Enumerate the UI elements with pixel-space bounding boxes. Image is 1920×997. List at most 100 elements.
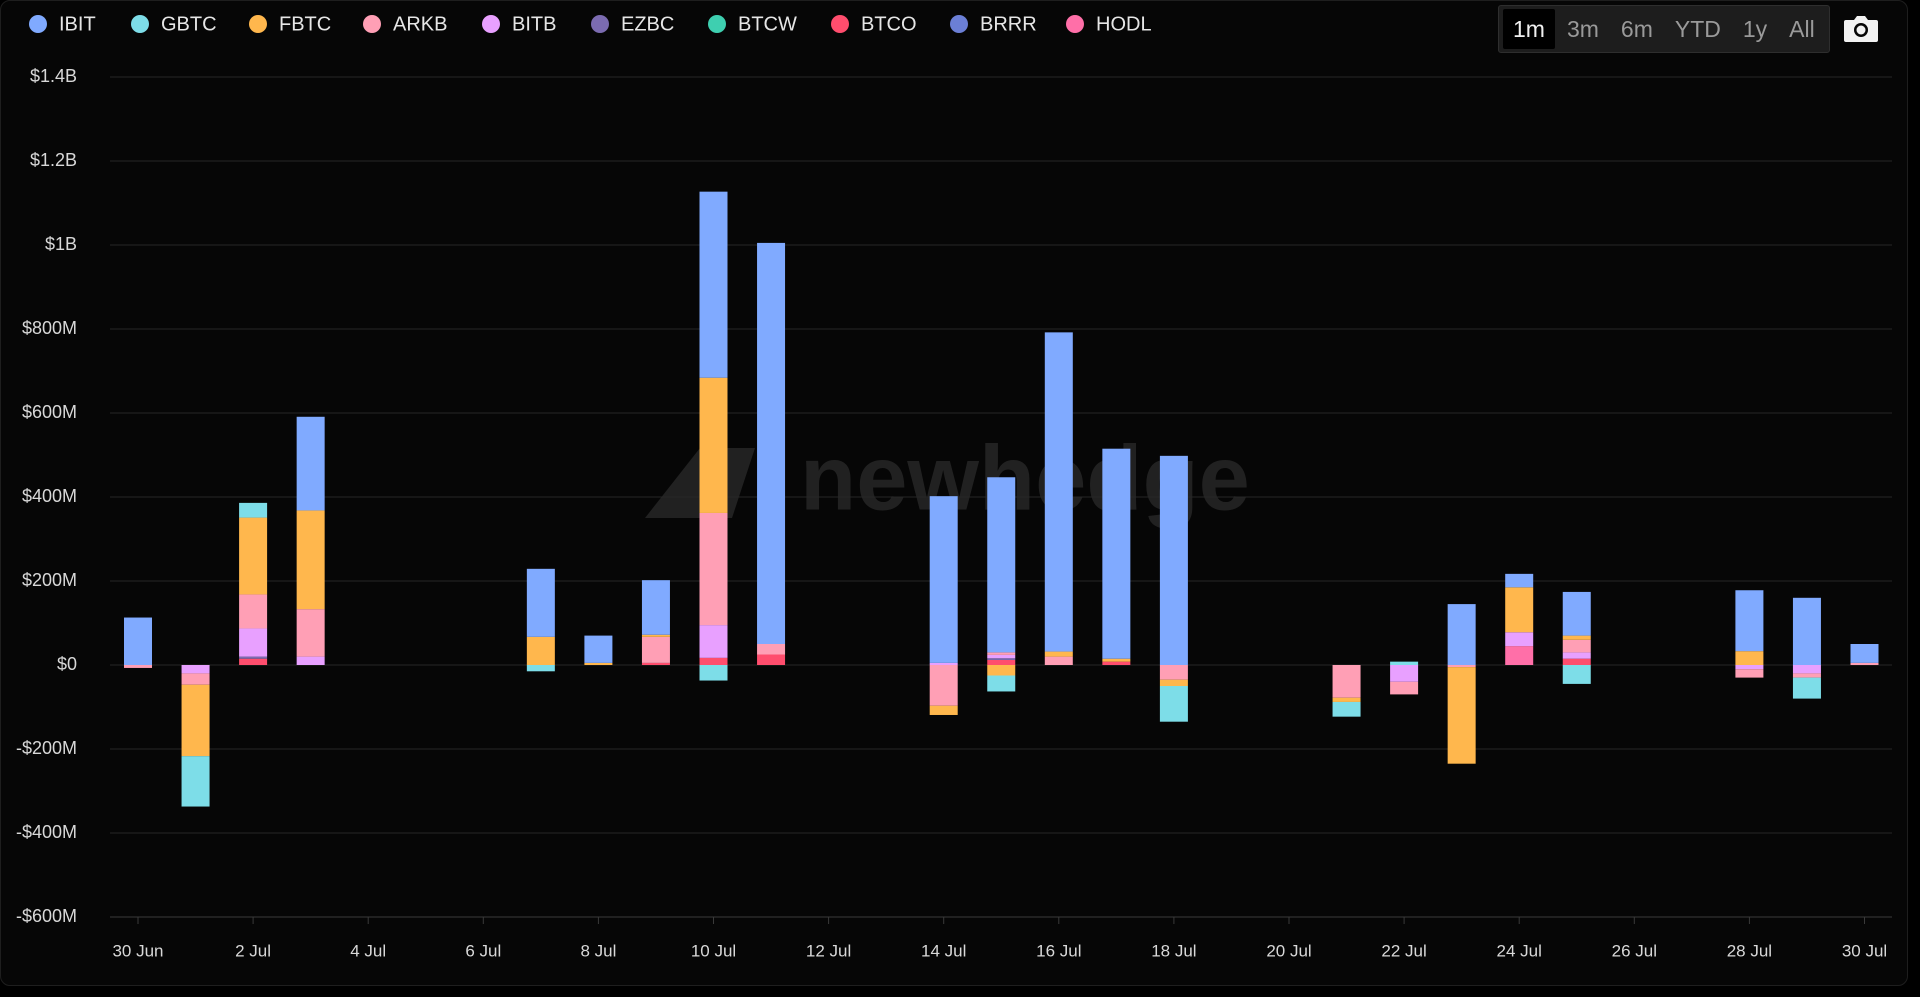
bar-segment	[757, 242, 786, 644]
bar-segment	[296, 510, 325, 610]
y-tick-label: $1.2B	[30, 150, 77, 170]
y-tick-label: $600M	[22, 402, 77, 422]
x-tick-label: 2 Jul	[235, 941, 271, 960]
bar-segment	[1792, 597, 1821, 665]
legend-marker	[950, 15, 968, 33]
bar-segment	[1505, 646, 1534, 665]
x-tick-label: 8 Jul	[580, 941, 616, 960]
range-button[interactable]: 1m	[1503, 9, 1555, 49]
bar-segment	[181, 684, 210, 757]
bar-segment	[1447, 667, 1476, 764]
bar-segment	[239, 656, 268, 659]
bar-segment	[239, 658, 268, 665]
legend-label: BITB	[512, 13, 556, 35]
x-tick-label: 20 Jul	[1266, 941, 1311, 960]
bar-segment	[929, 705, 958, 715]
x-tick-label: 24 Jul	[1497, 941, 1542, 960]
x-tick-label: 30 Jun	[112, 941, 163, 960]
bar-segment	[1159, 665, 1188, 680]
bar-segment	[987, 675, 1016, 692]
bar-segment	[1332, 665, 1361, 698]
x-tick-label: 30 Jul	[1842, 941, 1887, 960]
bar-segment	[296, 656, 325, 665]
bar-segment	[987, 659, 1016, 665]
bar-segment	[1505, 587, 1534, 633]
camera-button[interactable]	[1842, 12, 1880, 44]
bar-segment	[757, 654, 786, 665]
y-tick-label: $800M	[22, 318, 77, 338]
bar-segment	[699, 191, 728, 378]
bar-segment	[181, 665, 210, 674]
bar-segment	[987, 654, 1016, 659]
legend-marker	[363, 15, 381, 33]
bar-segment	[526, 568, 555, 637]
bar-segment	[1850, 644, 1879, 663]
bar-segment	[929, 496, 958, 663]
bar-segment	[1562, 591, 1591, 636]
range-button[interactable]: YTD	[1665, 9, 1731, 49]
bar-segment	[641, 634, 670, 637]
bar-segment	[1044, 332, 1073, 652]
bar-segment	[1562, 665, 1591, 684]
bar-segment	[1447, 665, 1476, 668]
range-button[interactable]: 6m	[1611, 9, 1663, 49]
bar-segment	[1390, 681, 1419, 695]
bar-segment	[124, 617, 152, 665]
legend-label: ARKB	[393, 13, 447, 35]
bar-segment	[181, 756, 210, 807]
bar-segment	[1562, 635, 1591, 640]
bar-segment	[584, 635, 613, 663]
bar-segment	[239, 502, 268, 518]
x-tick-label: 4 Jul	[350, 941, 386, 960]
legend-label: BRRR	[980, 13, 1037, 35]
bar-segment	[239, 628, 268, 657]
legend-marker	[591, 15, 609, 33]
bar-segment	[929, 662, 958, 665]
legend-marker	[131, 15, 149, 33]
bar-segment	[1447, 604, 1476, 665]
bar-segment	[1792, 677, 1821, 699]
range-button[interactable]: 1y	[1733, 9, 1777, 49]
range-button[interactable]: 3m	[1557, 9, 1609, 49]
legend-label: FBTC	[279, 13, 331, 35]
range-button[interactable]: All	[1779, 9, 1825, 49]
bar-segment	[1159, 686, 1188, 722]
legend-marker	[482, 15, 500, 33]
bar-segment	[1102, 658, 1131, 662]
bar-segment	[1102, 661, 1131, 665]
legend-label: BTCO	[861, 13, 917, 35]
bar-segment	[1390, 661, 1419, 665]
bar-segment	[1850, 662, 1879, 665]
bar-segment	[124, 665, 152, 668]
bar-segment	[929, 665, 958, 706]
bar-segment	[1332, 701, 1361, 717]
bar-segment	[1562, 639, 1591, 653]
x-tick-label: 12 Jul	[806, 941, 851, 960]
bar-segment	[641, 580, 670, 635]
bar-segment	[1159, 679, 1188, 686]
legend-label: EZBC	[621, 13, 674, 35]
bar-segment	[1735, 665, 1764, 670]
bar-segment	[1735, 669, 1764, 678]
x-tick-label: 18 Jul	[1151, 941, 1196, 960]
legend-marker	[1066, 15, 1084, 33]
bar-segment	[1562, 658, 1591, 665]
legend-marker	[29, 15, 47, 33]
bar-segment	[987, 477, 1016, 653]
legend-label: GBTC	[161, 13, 217, 35]
x-tick-label: 22 Jul	[1381, 941, 1426, 960]
y-tick-label: -$200M	[16, 738, 77, 758]
bar-segment	[987, 658, 1016, 660]
bar-segment	[699, 625, 728, 658]
bar-segment	[699, 657, 728, 665]
legend-marker	[708, 15, 726, 33]
bar-segment	[987, 665, 1016, 676]
range-selector: 1m 3m 6m YTD 1y All	[1498, 5, 1830, 53]
bar-segment	[1735, 590, 1764, 652]
bar-segment	[1159, 455, 1188, 665]
bar-segment	[1102, 448, 1131, 659]
y-tick-label: -$400M	[16, 822, 77, 842]
bar-segment	[1735, 651, 1764, 665]
bar-segment	[239, 517, 268, 595]
bar-segment	[1792, 673, 1821, 678]
